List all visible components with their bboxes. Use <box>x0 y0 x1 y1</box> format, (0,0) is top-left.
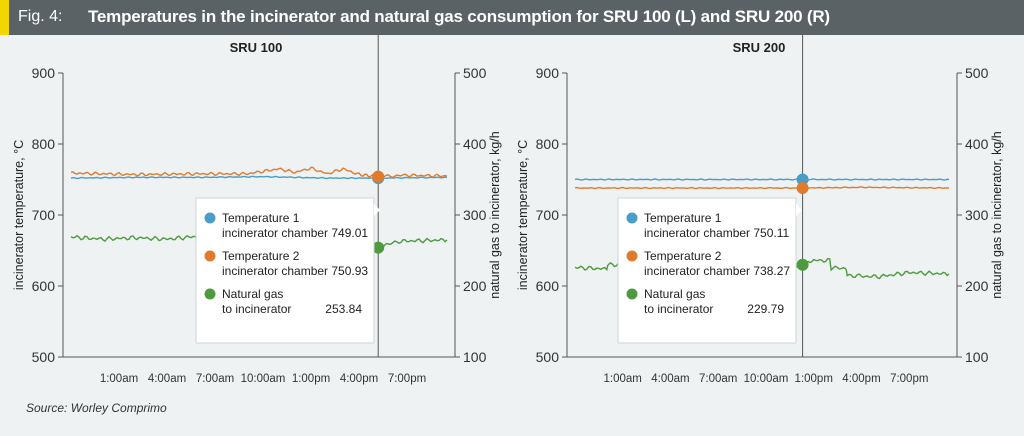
y2-tick-label: 500 <box>463 65 487 81</box>
x-tick-label: 10:00am <box>241 373 286 385</box>
x-tick-label: 7:00am <box>196 373 234 385</box>
cursor-marker-gas <box>796 258 809 271</box>
y-tick-label: 600 <box>32 278 56 294</box>
x-tick-label: 1:00pm <box>795 373 833 385</box>
figure-label: Fig. 4: <box>18 8 63 25</box>
x-tick-label: 4:00pm <box>842 373 880 385</box>
chart-panel-2: SRU 200 500 600 700 800 900 100 200 300 400 500 1:0… <box>516 35 1004 385</box>
tooltip-dot-temp1 <box>626 212 638 224</box>
tooltip-pointer <box>796 204 802 216</box>
y2-tick-label: 100 <box>965 349 989 365</box>
tooltip-value: 229.79 <box>747 302 784 316</box>
y-tick-label: 500 <box>32 349 56 365</box>
y-tick-label: 900 <box>32 65 56 81</box>
source-note: Source: Worley Comprimo <box>26 401 167 415</box>
cursor-marker-temp2 <box>796 182 809 195</box>
tooltip-dot-temp1 <box>204 212 216 224</box>
y2-tick-label: 100 <box>463 349 487 365</box>
y-tick-label: 600 <box>536 278 560 294</box>
x-tick-label: 1:00am <box>100 373 138 385</box>
tooltip-line1: Temperature 1 <box>644 211 722 225</box>
chart-title: SRU 100 <box>230 40 283 55</box>
charts-area: SRU 100 500 600 700 800 900 100 200 300 400 500 1:0… <box>12 35 1004 385</box>
tooltip-line2: incinerator chamber 750.11 <box>644 226 790 240</box>
tooltip-pointer <box>374 204 380 216</box>
cursor-marker-temp2 <box>372 170 385 183</box>
series-line-temp1 <box>574 178 950 181</box>
tooltip-line1: Natural gas <box>222 287 283 301</box>
y2-tick-label: 200 <box>463 278 487 294</box>
tooltip-line1: Natural gas <box>644 287 705 301</box>
y2-tick-label: 300 <box>965 207 989 223</box>
chart-panel-1: SRU 100 500 600 700 800 900 100 200 300 400 500 1:0… <box>12 35 502 385</box>
y-axis-label: incinerator temperature, °C <box>516 140 530 290</box>
y2-tick-label: 400 <box>965 136 989 152</box>
tooltip-dot-temp2 <box>626 250 638 262</box>
y2-tick-label: 400 <box>463 136 487 152</box>
figure-header: Fig. 4: Temperatures in the incinerator … <box>0 0 1024 35</box>
x-tick-label: 1:00pm <box>292 373 330 385</box>
tooltip-dot-temp2 <box>204 250 216 262</box>
cursor-marker-temp1 <box>796 173 809 186</box>
series-line-temp2 <box>574 186 950 190</box>
header-accent-bar <box>0 0 9 35</box>
tooltip-box <box>195 197 375 344</box>
x-tick-label: 7:00pm <box>388 373 426 385</box>
tooltip-box <box>617 197 797 344</box>
tooltip-line1: Temperature 2 <box>222 249 300 263</box>
y-tick-label: 800 <box>32 136 56 152</box>
tooltip-dot-gas <box>204 288 216 300</box>
x-tick-label: 4:00am <box>148 373 186 385</box>
y-tick-label: 900 <box>536 65 560 81</box>
tooltip-line1: Temperature 2 <box>644 249 722 263</box>
y-tick-label: 500 <box>536 349 560 365</box>
y2-tick-label: 200 <box>965 278 989 294</box>
tooltip-line2: to incinerator <box>644 302 713 316</box>
x-tick-label: 4:00am <box>651 373 689 385</box>
y2-axis-label: natural gas to incinerator, kg/h <box>990 131 1004 299</box>
tooltip-line2: incinerator chamber 749.01 <box>222 226 368 240</box>
x-tick-label: 10:00am <box>744 373 789 385</box>
y2-tick-label: 500 <box>965 65 989 81</box>
tooltip-line1: Temperature 1 <box>222 211 300 225</box>
y-tick-label: 800 <box>536 136 560 152</box>
series-line-temp2 <box>70 166 448 179</box>
tooltip-line2: incinerator chamber 738.27 <box>644 264 790 278</box>
y-axis-label: incinerator temperature, °C <box>12 140 26 290</box>
x-tick-label: 4:00pm <box>340 373 378 385</box>
x-tick-label: 7:00pm <box>890 373 928 385</box>
tooltip-line2: incinerator chamber 750.93 <box>222 264 368 278</box>
cursor-marker-gas <box>372 241 385 254</box>
tooltip-line2: to incinerator <box>222 302 291 316</box>
y2-axis-label: natural gas to incinerator, kg/h <box>488 131 502 299</box>
tooltip-value: 253.84 <box>325 302 362 316</box>
x-tick-label: 1:00am <box>604 373 642 385</box>
chart-title: SRU 200 <box>733 40 786 55</box>
x-tick-label: 7:00am <box>699 373 737 385</box>
y-tick-label: 700 <box>536 207 560 223</box>
y-tick-label: 700 <box>32 207 56 223</box>
y2-tick-label: 300 <box>463 207 487 223</box>
tooltip-dot-gas <box>626 288 638 300</box>
figure-title: Temperatures in the incinerator and natu… <box>88 7 830 26</box>
